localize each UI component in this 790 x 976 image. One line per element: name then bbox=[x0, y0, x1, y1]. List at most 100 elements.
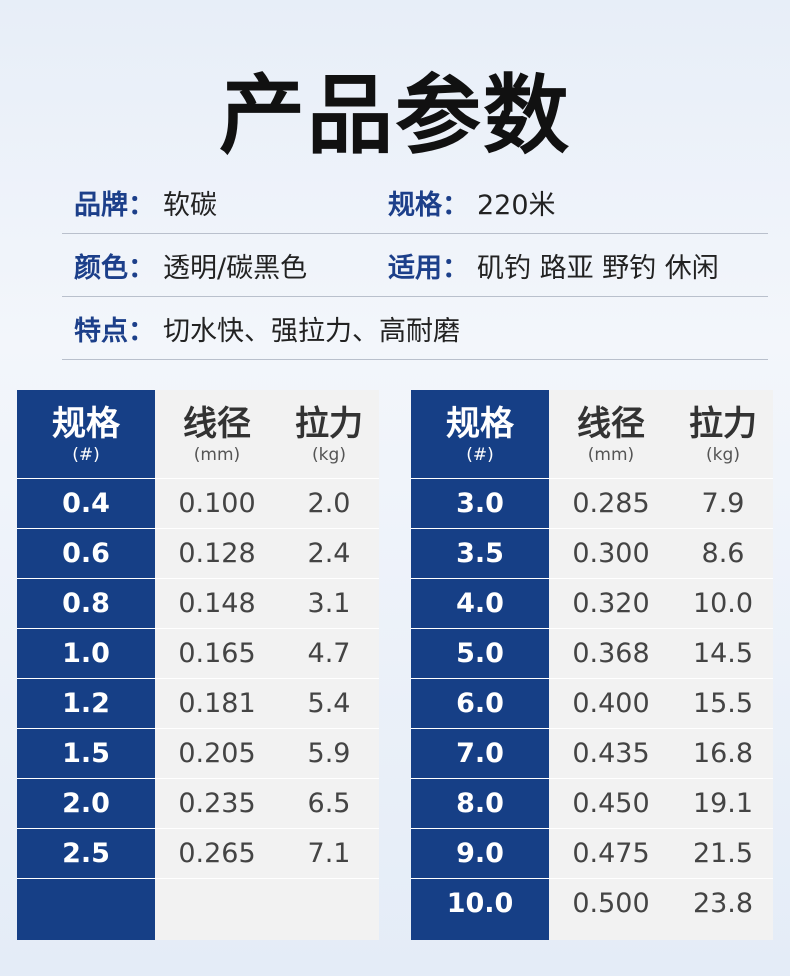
cell-pull: 3.1 bbox=[307, 588, 351, 619]
spec-value: 220米 bbox=[477, 189, 556, 221]
cell-diameter: 0.165 bbox=[178, 638, 256, 669]
cell-pull: 23.8 bbox=[692, 888, 754, 919]
spec-label: 规格 bbox=[388, 189, 442, 221]
table-row: 0.4 0.100 2.0 bbox=[17, 479, 379, 529]
spec-colon: ： bbox=[442, 189, 469, 221]
row-divider bbox=[17, 678, 155, 679]
table-row: 4.0 0.320 10.0 bbox=[411, 579, 773, 629]
cell-spec: 0.4 bbox=[62, 488, 110, 519]
cell-spec: 10.0 bbox=[446, 888, 514, 919]
use-info: 适用 ： 矶钓 路亚 野钓 休闲 bbox=[388, 246, 719, 285]
table-row: 3.0 0.285 7.9 bbox=[411, 479, 773, 529]
row-divider bbox=[411, 778, 549, 779]
brand-value: 软碳 bbox=[163, 189, 217, 221]
header-diameter-label: 线径 bbox=[577, 404, 645, 444]
use-value: 矶钓 路亚 野钓 休闲 bbox=[477, 252, 719, 284]
row-divider bbox=[411, 478, 549, 479]
row-divider bbox=[549, 478, 773, 479]
table-row: 9.0 0.475 21.5 bbox=[411, 829, 773, 879]
cell-spec: 3.0 bbox=[456, 488, 504, 519]
info-row-2: 颜色 ： 透明/碳黑色 适用 ： 矶钓 路亚 野钓 休闲 bbox=[62, 234, 768, 297]
info-row-1: 品牌 ： 软碳 规格 ： 220米 bbox=[62, 171, 768, 234]
color-label: 颜色 bbox=[74, 252, 128, 284]
cell-spec: 4.0 bbox=[456, 588, 504, 619]
cell-pull: 19.1 bbox=[692, 788, 754, 819]
cell-spec: 1.5 bbox=[62, 738, 110, 769]
cell-spec: 1.0 bbox=[62, 638, 110, 669]
header-spec: 规格 (#) bbox=[17, 390, 155, 478]
cell-diameter: 0.128 bbox=[178, 538, 256, 569]
row-divider bbox=[549, 628, 773, 629]
cell-spec: 2.5 bbox=[62, 838, 110, 869]
table-row: 0.6 0.128 2.4 bbox=[17, 529, 379, 579]
cell-spec: 8.0 bbox=[456, 788, 504, 819]
table-row: 1.0 0.165 4.7 bbox=[17, 629, 379, 679]
cell-spec: 0.6 bbox=[62, 538, 110, 569]
header-diameter: 线径 (mm) bbox=[549, 390, 673, 478]
cell-diameter: 0.500 bbox=[572, 888, 650, 919]
cell-pull: 6.5 bbox=[307, 788, 351, 819]
header-spec-label: 规格 bbox=[52, 404, 120, 444]
row-divider bbox=[411, 578, 549, 579]
row-divider bbox=[411, 628, 549, 629]
cell-diameter: 0.368 bbox=[572, 638, 650, 669]
row-divider bbox=[411, 728, 549, 729]
table-row: 8.0 0.450 19.1 bbox=[411, 779, 773, 829]
cell-pull: 5.4 bbox=[307, 688, 351, 719]
table-row: 1.5 0.205 5.9 bbox=[17, 729, 379, 779]
table-row: 3.5 0.300 8.6 bbox=[411, 529, 773, 579]
cell-spec: 6.0 bbox=[456, 688, 504, 719]
cell-diameter: 0.285 bbox=[572, 488, 650, 519]
header-diameter: 线径 (mm) bbox=[155, 390, 279, 478]
header-pull-label: 拉力 bbox=[295, 404, 363, 444]
cell-spec: 5.0 bbox=[456, 638, 504, 669]
cell-pull: 2.0 bbox=[307, 488, 351, 519]
use-label: 适用 bbox=[388, 252, 442, 284]
row-divider bbox=[17, 528, 155, 529]
table-row: 6.0 0.400 15.5 bbox=[411, 679, 773, 729]
cell-spec: 7.0 bbox=[456, 738, 504, 769]
header-diameter-unit: (mm) bbox=[193, 445, 241, 465]
cell-diameter: 0.148 bbox=[178, 588, 256, 619]
row-divider bbox=[155, 778, 379, 779]
row-divider bbox=[549, 728, 773, 729]
use-colon: ： bbox=[442, 252, 469, 284]
cell-pull: 15.5 bbox=[692, 688, 754, 719]
brand-label: 品牌 bbox=[74, 189, 128, 221]
cell-diameter: 0.205 bbox=[178, 738, 256, 769]
feature-colon: ： bbox=[128, 315, 155, 347]
cell-pull: 14.5 bbox=[692, 638, 754, 669]
cell-spec: 0.8 bbox=[62, 588, 110, 619]
cell-spec: 3.5 bbox=[456, 538, 504, 569]
spec-table-right: 规格 (#) 线径 (mm) 拉力 (kg) 3.0 0.285 7.9 3.5 0.3… bbox=[411, 390, 773, 940]
cell-pull: 21.5 bbox=[692, 838, 754, 869]
header-diameter-label: 线径 bbox=[183, 404, 251, 444]
spec-info: 规格 ： 220米 bbox=[388, 183, 556, 222]
brand-info: 品牌 ： 软碳 bbox=[74, 183, 217, 222]
cell-diameter: 0.475 bbox=[572, 838, 650, 869]
cell-diameter: 0.300 bbox=[572, 538, 650, 569]
cell-diameter bbox=[155, 879, 279, 929]
cell-spec: 1.2 bbox=[62, 688, 110, 719]
brand-colon: ： bbox=[128, 189, 155, 221]
feature-value: 切水快、强拉力、高耐磨 bbox=[163, 315, 460, 347]
row-divider bbox=[549, 778, 773, 779]
table-row: 7.0 0.435 16.8 bbox=[411, 729, 773, 779]
cell-pull bbox=[279, 879, 379, 929]
header-diameter-unit: (mm) bbox=[587, 445, 635, 465]
row-divider bbox=[549, 878, 773, 879]
cell-diameter: 0.265 bbox=[178, 838, 256, 869]
cell-spec bbox=[17, 879, 155, 929]
row-divider bbox=[17, 878, 155, 879]
table-row: 5.0 0.368 14.5 bbox=[411, 629, 773, 679]
feature-info: 特点 ： 切水快、强拉力、高耐磨 bbox=[74, 309, 460, 348]
header-pull: 拉力 (kg) bbox=[673, 390, 773, 478]
cell-pull: 4.7 bbox=[307, 638, 351, 669]
spec-column-bg bbox=[411, 390, 549, 940]
table-row: 0.8 0.148 3.1 bbox=[17, 579, 379, 629]
color-colon: ： bbox=[128, 252, 155, 284]
row-divider bbox=[549, 828, 773, 829]
cell-pull: 16.8 bbox=[692, 738, 754, 769]
info-row-3: 特点 ： 切水快、强拉力、高耐磨 bbox=[62, 297, 768, 360]
header-spec-unit: (#) bbox=[466, 445, 494, 465]
